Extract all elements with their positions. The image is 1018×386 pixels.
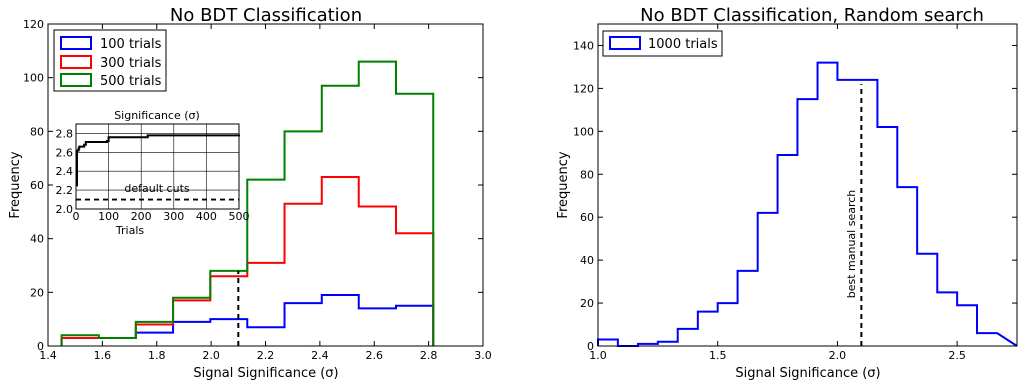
inset-chart: 0 100 200 300 400 500 2.0 2.2 2.4 2.6 2.8 Signific…	[56, 109, 250, 237]
y-tick-label: 40	[30, 233, 44, 246]
x-tick-label: 1.4	[39, 349, 57, 362]
y-tick-label: 60	[30, 179, 44, 192]
series-1000-trials-step-line	[597, 61, 1018, 347]
inset-frame	[75, 123, 240, 210]
y-tick-label: 40	[580, 254, 594, 267]
inset-x-tick-label: 300	[163, 210, 184, 223]
legend-label-300-trials: 300 trials	[100, 56, 162, 71]
left-plot-frame	[47, 23, 484, 347]
left-plot-area: 1.4 1.6 1.8 2.0 2.2 2.4 2.6 2.8 3.0 0 20 40 60 80 100 1…	[23, 18, 492, 362]
y-tick-label: 60	[580, 211, 594, 224]
inset-x-tick-label: 200	[131, 210, 152, 223]
x-tick-label: 1.5	[709, 349, 727, 362]
right-y-axis-label: Frequency	[556, 151, 571, 218]
y-tick-label: 20	[580, 297, 594, 310]
y-tick-label: 0	[587, 340, 594, 353]
inset-y-tick-label: 2.8	[56, 127, 74, 140]
y-tick-label: 80	[580, 168, 594, 181]
legend-label-1000-trials: 1000 trials	[648, 37, 718, 52]
best-manual-search-label: best manual search	[845, 190, 858, 299]
inset-y-tick-label: 2.2	[56, 184, 74, 197]
inset-x-tick-label: 400	[196, 210, 217, 223]
left-x-axis-label: Signal Significance (σ)	[193, 366, 338, 381]
y-tick-label: 80	[30, 125, 44, 138]
inset-y-tick-label: 2.6	[56, 146, 74, 159]
legend-swatch-300-trials	[60, 55, 92, 69]
inset-x-axis-label: Trials	[115, 224, 144, 237]
x-tick-label: 2.0	[202, 349, 220, 362]
y-tick-label: 20	[30, 286, 44, 299]
right-plot-area: 1.0 1.5 2.0 2.5 0 20 40 60 80 100 120 140	[573, 24, 1018, 362]
series-500-trials-step-line	[60, 60, 435, 346]
inset-y-tick-label: 2.4	[56, 165, 74, 178]
y-tick-label: 100	[573, 125, 594, 138]
right-legend: 1000 trials	[602, 30, 723, 57]
legend-label-100-trials: 100 trials	[100, 37, 162, 52]
right-chart: No BDT Classification, Random search 1.0…	[556, 5, 1018, 381]
x-tick-label: 2.6	[366, 349, 384, 362]
right-plot-frame	[597, 23, 1018, 347]
legend-label-500-trials: 500 trials	[100, 74, 162, 89]
inset-default-cuts-label: default cuts	[124, 182, 190, 195]
y-tick-label: 140	[573, 39, 594, 52]
right-x-axis-label: Signal Significance (σ)	[735, 366, 880, 381]
inset-x-tick-label: 500	[229, 210, 250, 223]
y-tick-label: 120	[573, 82, 594, 95]
y-tick-label: 120	[23, 18, 44, 31]
x-tick-label: 1.0	[589, 349, 607, 362]
legend-swatch-100-trials	[60, 36, 92, 50]
inset-background	[76, 124, 239, 209]
x-tick-label: 3.0	[474, 349, 492, 362]
x-tick-label: 1.6	[94, 349, 112, 362]
legend-swatch-500-trials	[60, 73, 92, 87]
left-legend: 100 trials 300 trials 500 trials	[53, 29, 167, 92]
x-tick-label: 2.2	[257, 349, 275, 362]
left-y-axis-label: Frequency	[8, 151, 23, 218]
inset-y-tick-label: 2.0	[56, 203, 74, 216]
y-tick-label: 0	[37, 340, 44, 353]
x-tick-label: 2.0	[829, 349, 847, 362]
y-tick-label: 100	[23, 72, 44, 85]
inset-x-tick-label: 0	[73, 210, 80, 223]
inset-best-significance-curve	[75, 134, 240, 187]
left-chart: No BDT Classification 1.4 1.6 1.8 2.0 2.2 2.4…	[8, 5, 492, 381]
right-chart-title: No BDT Classification, Random search	[640, 5, 984, 26]
left-chart-title: No BDT Classification	[170, 5, 362, 26]
x-tick-label: 2.5	[948, 349, 966, 362]
x-tick-label: 2.8	[420, 349, 438, 362]
right-legend-box	[602, 30, 723, 57]
inset-title: Significance (σ)	[114, 109, 200, 122]
left-legend-box	[53, 29, 167, 92]
x-tick-label: 2.4	[311, 349, 329, 362]
x-tick-label: 1.8	[148, 349, 166, 362]
legend-swatch-1000-trials	[609, 36, 641, 50]
inset-x-tick-label: 100	[98, 210, 119, 223]
